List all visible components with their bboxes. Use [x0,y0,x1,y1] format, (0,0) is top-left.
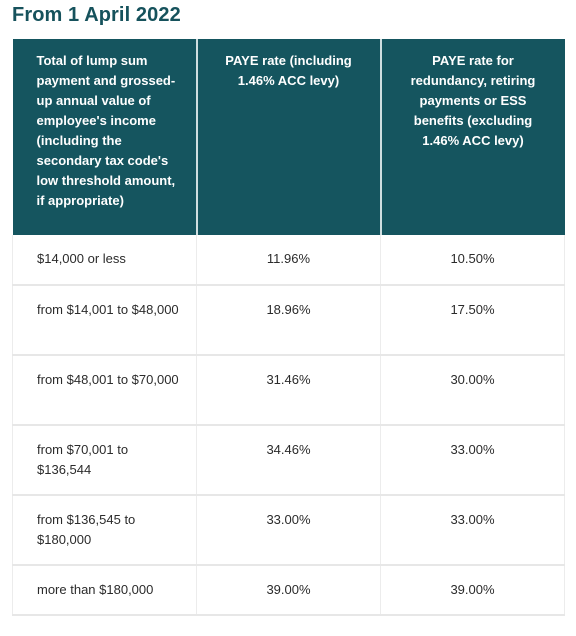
table-row: from $14,001 to $48,000 18.96% 17.50% [12,285,565,356]
table-row: more than $180,000 39.00% 39.00% [12,565,565,616]
cell-special-rate: 33.00% [380,425,565,496]
cell-threshold: more than $180,000 [12,565,197,616]
cell-threshold: from $70,001 to $136,544 [12,425,197,496]
cell-paye-rate: 18.96% [196,285,381,356]
cell-paye-rate: 31.46% [196,355,381,426]
header-special-rate: PAYE rate for redundancy, retiring payme… [380,39,565,235]
cell-paye-rate: 39.00% [196,565,381,616]
cell-special-rate: 10.50% [380,235,565,286]
table-row: from $48,001 to $70,000 31.46% 30.00% [12,355,565,426]
table-row: from $70,001 to $136,544 34.46% 33.00% [12,425,565,496]
cell-threshold: from $14,001 to $48,000 [12,285,197,356]
cell-threshold: $14,000 or less [12,235,197,286]
cell-special-rate: 30.00% [380,355,565,426]
section-heading: From 1 April 2022 [12,4,181,26]
cell-special-rate: 17.50% [380,285,565,356]
cell-paye-rate: 34.46% [196,425,381,496]
cell-threshold: from $136,545 to $180,000 [12,495,197,566]
cell-special-rate: 33.00% [380,495,565,566]
header-threshold: Total of lump sum payment and grossed-up… [12,39,198,235]
cell-threshold: from $48,001 to $70,000 [12,355,197,426]
cell-paye-rate: 11.96% [196,235,381,286]
cell-paye-rate: 33.00% [196,495,381,566]
cell-special-rate: 39.00% [380,565,565,616]
header-paye-rate: PAYE rate (including 1.46% ACC levy) [196,39,382,235]
table-row: from $136,545 to $180,000 33.00% 33.00% [12,495,565,566]
paye-rate-table: Total of lump sum payment and grossed-up… [12,39,565,616]
table-header-row: Total of lump sum payment and grossed-up… [12,39,565,235]
table-row: $14,000 or less 11.96% 10.50% [12,235,565,286]
